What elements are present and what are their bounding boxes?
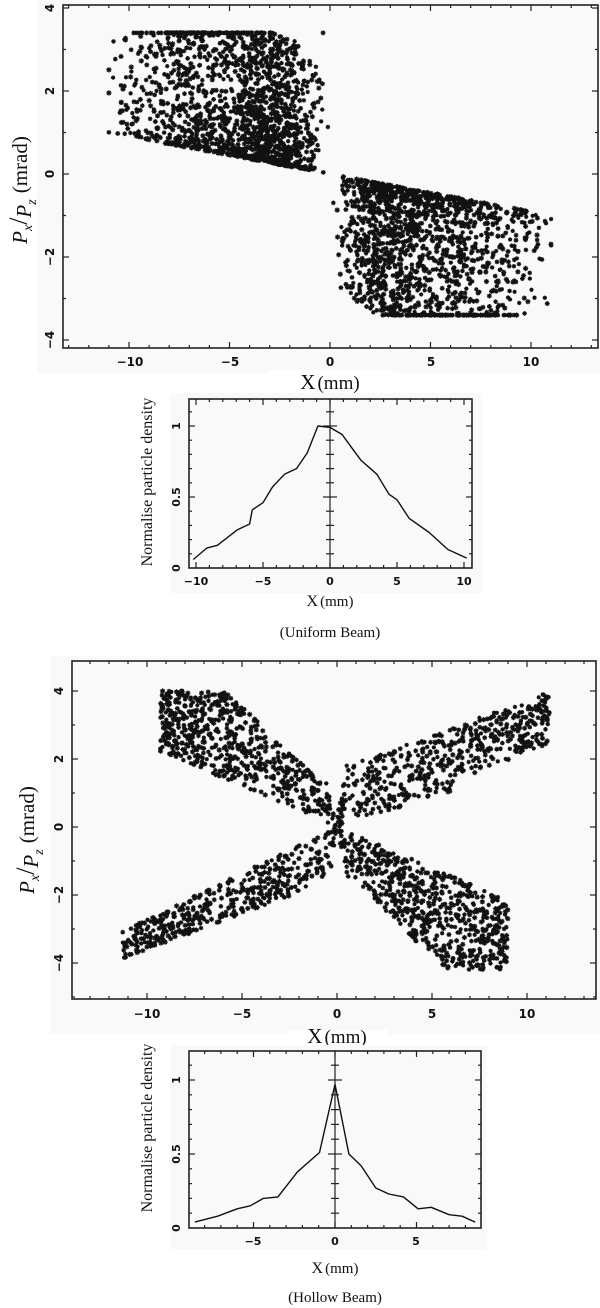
plot-frame: [71, 660, 597, 1000]
axis-ticks: [63, 5, 598, 348]
x-tick-label: −5: [233, 1007, 251, 1021]
x-tick-label: −10: [184, 575, 209, 588]
x-axis-title: X (mm): [300, 370, 359, 394]
y-tick-label: 0: [170, 1224, 183, 1232]
y-axis-title: Px/Pz(mrad): [4, 136, 40, 245]
x-tick-label: 5: [427, 355, 435, 369]
x-tick-labels: −10 −5 0 5 10: [184, 575, 472, 588]
x-tick-label: 0: [326, 575, 334, 588]
y-axis-title: Normalise particle density: [139, 398, 156, 567]
y-tick-labels: −4 −2 0 2 4: [52, 687, 66, 972]
x-tick-label: −10: [134, 1007, 161, 1021]
y-tick-label: 2: [52, 755, 66, 763]
y-tick-label: 2: [43, 87, 57, 95]
plot-background: [170, 1045, 487, 1249]
y-tick-label: 0.5: [170, 1144, 183, 1164]
x-axis-title: X (mm): [307, 1024, 366, 1048]
y-tick-label: 0: [43, 170, 57, 178]
x-tick-label: −5: [245, 1235, 262, 1248]
y-tick-label: 0: [170, 564, 183, 572]
y-tick-label: −4: [52, 954, 66, 972]
x-tick-label: −5: [221, 355, 239, 369]
figure-caption: (Hollow Beam): [288, 1290, 382, 1306]
scatter-points: [106, 30, 554, 318]
y-tick-label: 0: [52, 823, 66, 831]
x-tick-labels: −5 0 5: [245, 1235, 420, 1248]
x-tick-label: 5: [428, 1007, 436, 1021]
uniform-density-plot: −10 −5 0 5 10 0 0.5 1 Normalise particle…: [139, 393, 482, 641]
x-tick-label: −10: [117, 355, 144, 369]
hollow-phase-space-plot: −10 −5 0 5 10 −4 −2 0 2 4 Px/Pz(mrad) X(…: [11, 656, 600, 1052]
plot-background: [37, 0, 600, 373]
x-axis-title: X (mm): [312, 1260, 359, 1277]
x-tick-label: 10: [519, 1007, 536, 1021]
x-tick-label: −5: [255, 575, 272, 588]
y-tick-label: 4: [52, 687, 66, 695]
y-tick-labels: −4 −2 0 2 4: [43, 4, 57, 349]
x-tick-label: 10: [523, 355, 540, 369]
density-curve: [194, 1083, 476, 1223]
plot-background: [170, 393, 482, 593]
y-tick-labels: 0 0.5 1: [170, 1076, 183, 1232]
x-tick-label: 5: [412, 1235, 420, 1248]
density-curve: [192, 425, 467, 561]
hollow-density-plot: −5 0 5 0 0.5 1 Normalise particle densit…: [139, 1044, 487, 1306]
y-tick-label: 0.5: [170, 487, 183, 507]
x-tick-label: 0: [333, 1007, 341, 1021]
figure-caption: (Uniform Beam): [280, 625, 380, 641]
axis-ticks: [72, 661, 596, 999]
y-axis-title: Px/Pz(mrad): [11, 786, 47, 895]
y-axis-title: Normalise particle density: [139, 1044, 156, 1213]
x-tick-label: 10: [456, 575, 472, 588]
x-tick-label: 0: [326, 355, 334, 369]
x-tick-label: 5: [393, 575, 401, 588]
y-tick-label: 1: [170, 422, 183, 430]
y-tick-labels: 0 0.5 1: [170, 422, 183, 572]
x-tick-label: 0: [331, 1235, 339, 1248]
scatter-points: [120, 688, 552, 972]
x-axis-title: X (mm): [307, 593, 354, 610]
y-tick-label: 1: [170, 1076, 183, 1084]
y-tick-label: −2: [52, 886, 66, 904]
y-tick-label: −2: [43, 248, 57, 266]
y-tick-label: 4: [43, 4, 57, 12]
plot-frame: [188, 398, 473, 569]
plot-background: [50, 656, 600, 1034]
plot-frame: [188, 1050, 482, 1229]
x-tick-labels: −10 −5 0 5 10: [134, 1007, 536, 1021]
y-tick-label: −4: [43, 331, 57, 349]
uniform-phase-space-plot: −10 −5 0 5 10 −4 −2 0 2 4 Px/Pz(mrad) X(…: [4, 0, 600, 394]
x-tick-labels: −10 −5 0 5 10: [117, 355, 540, 369]
